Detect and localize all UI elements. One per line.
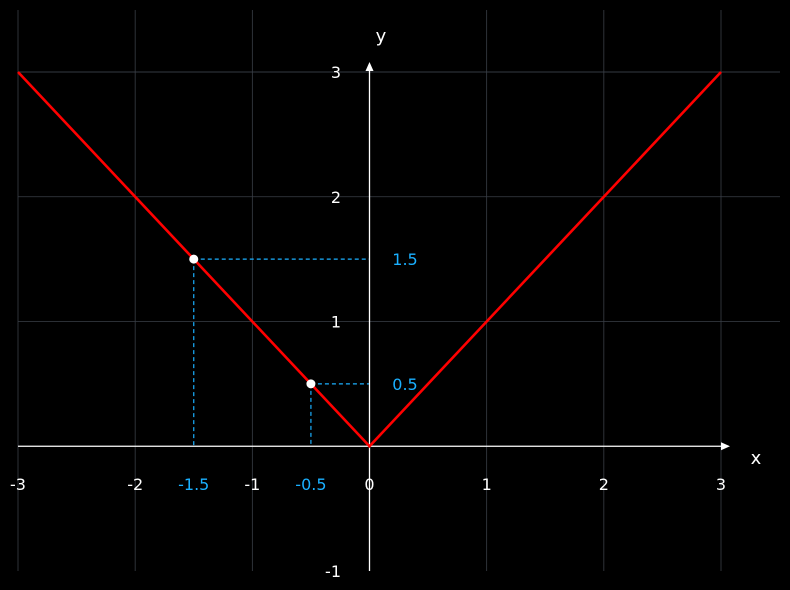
x-tick-label: -2 — [127, 475, 143, 494]
guide-lines — [193, 258, 370, 447]
series-layer — [17, 71, 722, 449]
highlight-y-label: 0.5 — [392, 375, 417, 394]
y-tick-label: 1 — [331, 313, 341, 332]
grid-lines — [17, 10, 780, 571]
x-tick-label: 3 — [716, 475, 726, 494]
x-axis-label: x — [751, 448, 762, 469]
y-axis-label: y — [376, 26, 387, 47]
x-tick-label: -3 — [10, 475, 26, 494]
highlighted-point — [306, 379, 316, 389]
y-tick-label: 2 — [331, 188, 341, 207]
points-layer — [189, 254, 316, 389]
x-tick-label: 0 — [364, 475, 374, 494]
x-axis-arrow — [721, 442, 730, 451]
x-tick-label: -1 — [244, 475, 260, 494]
x-tick-label: 1 — [482, 475, 492, 494]
y-axis-arrow — [365, 62, 374, 71]
highlight-y-label: 1.5 — [392, 250, 417, 269]
series-line — [17, 71, 722, 449]
axes — [18, 62, 730, 571]
y-tick-label: 3 — [331, 63, 341, 82]
highlight-x-label: -1.5 — [178, 475, 209, 494]
tick-labels: -3 -2 -1 0 1 2 3 -1 1 2 3 -1.5 1.5 -0.5 0.5 — [10, 63, 726, 581]
y-tick-label: -1 — [325, 562, 341, 581]
x-tick-label: 2 — [599, 475, 609, 494]
highlighted-point — [189, 254, 199, 264]
highlight-x-label: -0.5 — [295, 475, 326, 494]
